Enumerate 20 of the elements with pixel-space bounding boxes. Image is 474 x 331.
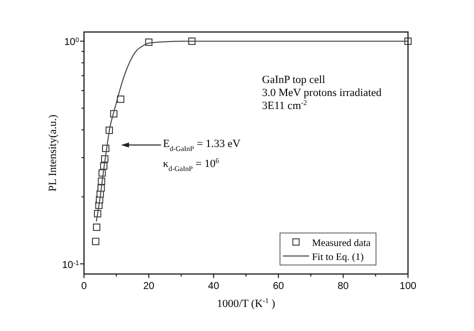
x-tick-label: 80 [338,281,350,292]
annotation: E$_{d-GaInP}$ = 1.33 eV [163,138,241,153]
annotation: κ$_{d-GaInP}$ = 10$^{6}$ [163,157,220,173]
x-tick-label: 60 [272,281,284,292]
point [92,224,100,231]
x-tick-label: 0 [81,281,88,292]
x-tick-label: 100 [400,281,417,292]
x-axis-title: 1000/T (K$^{-1}$) [216,297,276,310]
x-tick-label: 40 [208,281,220,292]
point [92,238,100,246]
y-tick-label: 10$^{-1}$ [62,259,80,271]
legend-label: Fit to Eq. (1) [312,252,364,263]
y-tick-label: 10$^{0}$ [64,36,80,48]
annotation: 3.0 MeV protons irradiated [262,87,382,99]
annotation: 3E11 cm$^{-2}$ [262,99,308,112]
legend-label: Measured data [312,238,372,249]
x-tick-label: 20 [143,281,155,292]
y-axis-title: PL Intensity(a.u.) [47,114,59,192]
annotation: GaInP top cell [262,74,326,86]
point [116,96,124,103]
